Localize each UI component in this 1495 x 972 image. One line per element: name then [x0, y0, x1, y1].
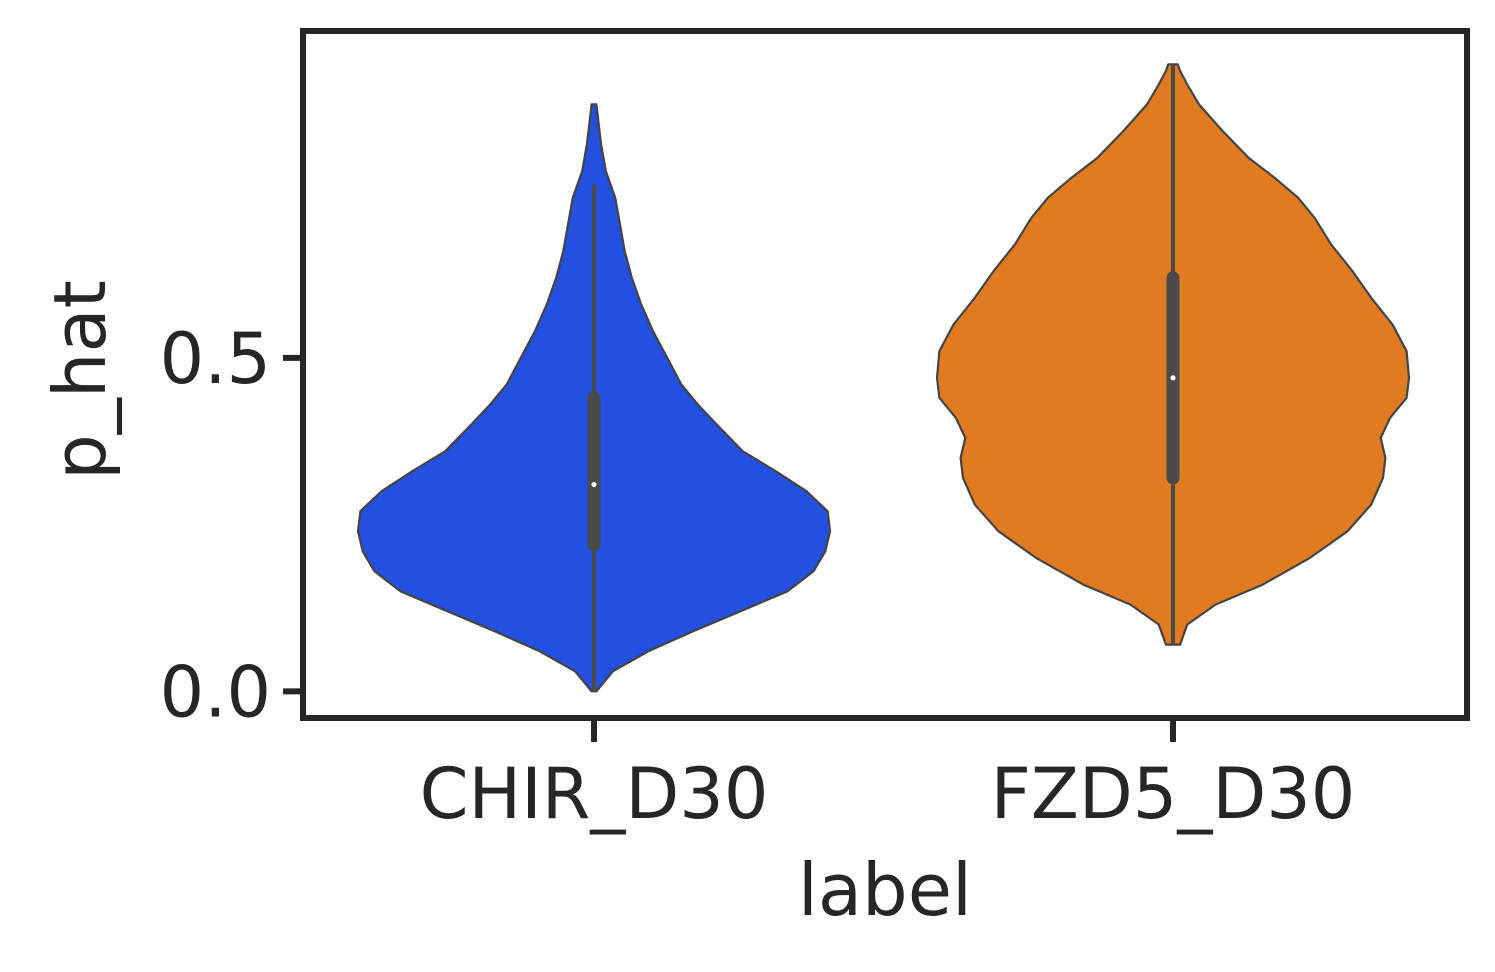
violin-FZD5_D30	[935, 63, 1411, 646]
x-tick-label: CHIR_D30	[420, 753, 769, 835]
violin-CHIR_D30	[356, 103, 832, 693]
violins-layer	[356, 63, 1411, 693]
x-axis: CHIR_D30 FZD5_D30	[420, 718, 1356, 835]
x-axis-title: label	[798, 848, 972, 932]
plot-frame	[300, 28, 1470, 721]
y-axis-title: p_hat	[38, 280, 122, 480]
violin-median-dot	[1170, 375, 1176, 381]
y-tick-label: 0.5	[160, 318, 271, 400]
violin-median-dot	[591, 481, 597, 488]
y-axis: 0.0 0.5	[160, 318, 303, 733]
x-tick-label: FZD5_D30	[991, 753, 1356, 835]
y-tick-label: 0.0	[160, 651, 271, 733]
